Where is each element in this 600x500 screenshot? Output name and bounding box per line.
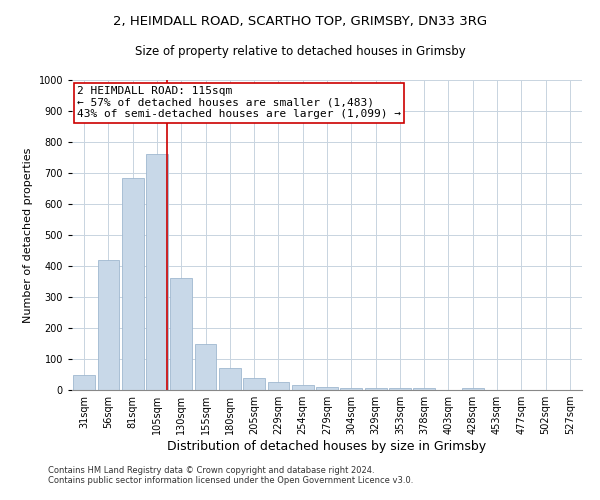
Bar	[316, 387, 338, 390]
Bar	[243, 378, 265, 390]
Bar	[365, 388, 386, 390]
Bar	[146, 154, 168, 390]
Bar	[122, 178, 143, 390]
Bar	[219, 368, 241, 390]
Bar	[389, 388, 411, 390]
Bar	[292, 384, 314, 390]
Text: Contains HM Land Registry data © Crown copyright and database right 2024.
Contai: Contains HM Land Registry data © Crown c…	[48, 466, 413, 485]
Y-axis label: Number of detached properties: Number of detached properties	[23, 148, 33, 322]
Text: 2, HEIMDALL ROAD, SCARTHO TOP, GRIMSBY, DN33 3RG: 2, HEIMDALL ROAD, SCARTHO TOP, GRIMSBY, …	[113, 15, 487, 28]
Bar	[97, 260, 119, 390]
Text: 2 HEIMDALL ROAD: 115sqm
← 57% of detached houses are smaller (1,483)
43% of semi: 2 HEIMDALL ROAD: 115sqm ← 57% of detache…	[77, 86, 401, 120]
Bar	[340, 388, 362, 390]
Bar	[413, 388, 435, 390]
Bar	[462, 388, 484, 390]
Text: Size of property relative to detached houses in Grimsby: Size of property relative to detached ho…	[134, 45, 466, 58]
Bar	[268, 382, 289, 390]
Bar	[73, 375, 95, 390]
Bar	[170, 278, 192, 390]
Bar	[194, 344, 217, 390]
X-axis label: Distribution of detached houses by size in Grimsby: Distribution of detached houses by size …	[167, 440, 487, 453]
